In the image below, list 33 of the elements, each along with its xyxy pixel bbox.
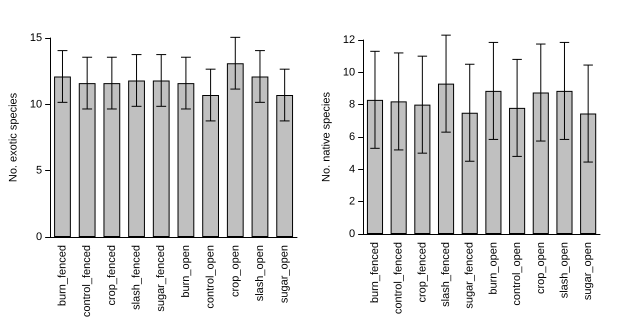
x-tick-label: slash_open (254, 245, 266, 302)
x-tick-label: control_open (511, 242, 524, 306)
x-tick-label: control_fenced (81, 245, 94, 318)
y-tick-label: 0 (36, 231, 42, 243)
x-tick-label: burn_open (180, 245, 192, 298)
y-tick-label: 0 (349, 228, 356, 240)
x-tick-label: burn_fenced (368, 242, 381, 304)
x-tick-label: slash_fenced (440, 242, 452, 307)
x-tick-label: burn_fenced (56, 245, 68, 306)
y-axis-title: No. exotic species (8, 92, 20, 182)
x-tick-label: crop_fenced (106, 245, 118, 306)
y-tick-label: 5 (36, 164, 42, 177)
x-tick-label: crop_fenced (416, 242, 428, 303)
x-tick-label: sugar_open (278, 245, 291, 304)
x-tick-label: control_open (204, 245, 217, 309)
y-tick-label: 12 (342, 34, 356, 46)
x-tick-label: sugar_open (582, 242, 594, 300)
y-tick-label: 4 (349, 163, 356, 176)
y-axis-title: No. native species (320, 92, 332, 182)
y-tick-label: 10 (342, 66, 356, 78)
x-tick-label: sugar_fenced (464, 242, 476, 309)
x-tick-label: crop_open (229, 245, 242, 297)
y-tick-label: 15 (30, 32, 42, 44)
y-tick-label: 2 (349, 196, 356, 208)
y-tick-label: 10 (30, 98, 42, 110)
x-tick-label: slash_open (558, 242, 570, 298)
x-tick-label: burn_open (487, 242, 500, 295)
x-tick-label: crop_open (534, 242, 547, 294)
y-tick-label: 6 (349, 131, 356, 143)
x-tick-label: sugar_fenced (155, 245, 168, 312)
x-tick-label: slash_fenced (130, 245, 143, 310)
y-tick-label: 8 (349, 98, 356, 111)
x-tick-label: control_fenced (392, 242, 405, 314)
